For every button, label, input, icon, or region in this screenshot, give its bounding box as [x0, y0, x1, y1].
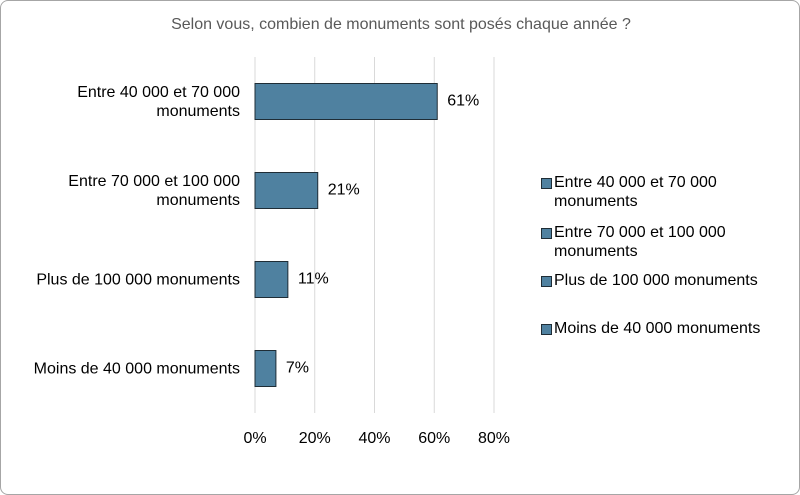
legend-label: Entre 40 000 et 70 000 monuments: [554, 174, 717, 210]
legend-item: Plus de 100 000 monuments: [541, 271, 791, 290]
data-label: 11%: [298, 271, 329, 288]
data-label: 7%: [286, 360, 309, 377]
y-tick-label: Plus de 100 000 monuments: [36, 271, 240, 288]
legend-item: Moins de 40 000 monuments: [541, 319, 791, 338]
legend-label: Entre 70 000 et 100 000 monuments: [554, 224, 726, 260]
x-tick-label: 60%: [418, 430, 450, 447]
legend-swatch: [541, 276, 552, 287]
bar: [254, 261, 289, 298]
x-tick-label: 20%: [299, 430, 331, 447]
legend-item: Entre 70 000 et 100 000 monuments: [541, 223, 791, 261]
legend-item: Entre 40 000 et 70 000 monuments: [541, 173, 791, 211]
legend-swatch: [541, 178, 552, 189]
chart-title: Selon vous, combien de monuments sont po…: [171, 16, 631, 33]
bar: [254, 83, 438, 120]
bar: [254, 350, 277, 387]
x-tick-label: 80%: [478, 430, 510, 447]
legend-label: Plus de 100 000 monuments: [554, 272, 758, 289]
x-tick-label: 0%: [243, 430, 266, 447]
y-tick-label: Entre 40 000 et 70 000 monuments: [77, 83, 240, 120]
bar: [254, 172, 319, 209]
legend-swatch: [541, 228, 552, 239]
data-label: 21%: [328, 182, 360, 199]
x-tick-label: 40%: [358, 430, 390, 447]
y-tick-label: Entre 70 000 et 100 000 monuments: [68, 172, 240, 209]
legend-swatch: [541, 324, 552, 335]
legend-label: Moins de 40 000 monuments: [554, 320, 761, 337]
y-tick-label: Moins de 40 000 monuments: [33, 360, 240, 377]
data-label: 61%: [447, 93, 479, 110]
